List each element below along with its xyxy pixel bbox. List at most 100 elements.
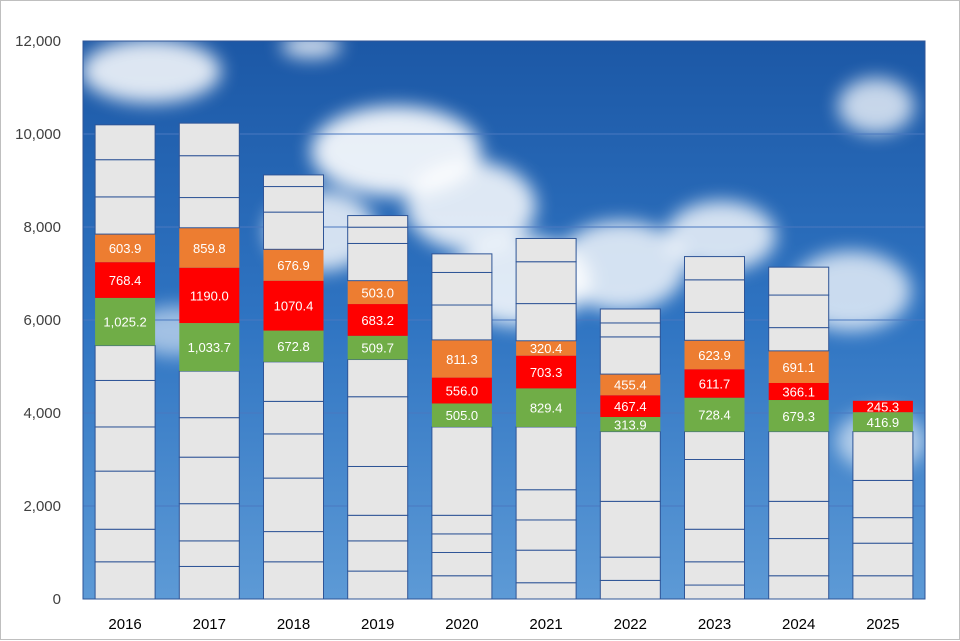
- grey-segment: [684, 459, 745, 530]
- orange-data-label: 811.3: [446, 352, 478, 367]
- green-data-label: 1,025.2: [103, 315, 146, 330]
- orange-segment: [431, 339, 492, 378]
- y-tick-label: 8,000: [23, 219, 61, 236]
- red-data-label: 683.2: [361, 313, 394, 328]
- grey-segment: [94, 470, 156, 530]
- grey-segment: [768, 431, 830, 502]
- red-data-label: 556.0: [446, 384, 479, 399]
- bar-2023: 728.4 611.7 623.9: [684, 256, 745, 600]
- x-tick-label: 2019: [361, 616, 394, 633]
- orange-data-label: 455.4: [614, 378, 647, 393]
- grey-segment: [178, 370, 240, 419]
- orange-data-label: 859.8: [193, 241, 226, 256]
- red-data-label: 611.7: [699, 377, 731, 392]
- bar-2024: 679.3 366.1 691.1: [768, 266, 830, 600]
- orange-segment: [768, 350, 829, 383]
- x-tick-label: 2017: [193, 616, 226, 633]
- grey-segment: [768, 327, 830, 352]
- grey-segment: [599, 500, 661, 558]
- bar-2018: 672.8 1070.4 676.9: [263, 174, 324, 600]
- orange-segment: [347, 280, 408, 305]
- grey-segment: [431, 271, 493, 306]
- grey-segment: [178, 565, 240, 600]
- green-data-label: 509.7: [361, 341, 394, 356]
- orange-segment: [179, 227, 240, 268]
- x-axis: 2016 2017 2018 2019 2020 2021 2022 2023 2024 2025: [108, 616, 899, 633]
- orange-data-label: 503.0: [361, 285, 394, 300]
- y-axis: 0 2,000 4,000 6,000 8,000 10,000 12,000: [15, 33, 61, 608]
- orange-segment: [263, 249, 324, 281]
- grey-segment: [347, 540, 409, 572]
- x-tick-label: 2021: [529, 616, 562, 633]
- x-tick-label: 2020: [445, 616, 478, 633]
- grey-segment: [431, 552, 493, 577]
- red-segment: [431, 377, 492, 404]
- grey-segment: [768, 294, 830, 329]
- bar-2017: 1,033.7 1190.0 859.8: [178, 122, 240, 600]
- y-tick-label: 10,000: [15, 126, 61, 143]
- red-data-label: 768.4: [109, 273, 142, 288]
- grey-segment: [684, 256, 745, 281]
- grey-segment: [347, 242, 409, 282]
- green-segment: [431, 403, 492, 427]
- grey-segment: [263, 174, 324, 188]
- grey-segment: [347, 226, 409, 244]
- grey-segment: [178, 540, 240, 567]
- y-tick-label: 0: [53, 591, 61, 608]
- grey-segment: [684, 311, 745, 341]
- grey-segment: [515, 489, 577, 521]
- grey-segment: [347, 215, 409, 228]
- red-data-label: 366.1: [782, 385, 815, 400]
- red-segment: [768, 382, 829, 401]
- y-tick-label: 12,000: [15, 33, 61, 50]
- grey-segment: [263, 400, 324, 435]
- grey-segment: [431, 575, 493, 600]
- orange-data-label: 603.9: [109, 241, 142, 256]
- grey-segment: [599, 308, 661, 324]
- grey-segment: [431, 304, 493, 341]
- grey-segment: [515, 549, 577, 584]
- green-segment: [684, 397, 745, 432]
- grey-segment: [263, 361, 324, 402]
- red-segment: [95, 262, 156, 298]
- grey-segment: [768, 538, 830, 577]
- grey-segment: [515, 303, 577, 342]
- green-segment: [263, 330, 324, 362]
- green-segment: [95, 297, 156, 346]
- grey-segment: [94, 561, 156, 600]
- grey-segment: [263, 433, 324, 479]
- grey-segment: [347, 570, 409, 600]
- green-data-label: 313.9: [614, 417, 647, 432]
- y-tick-label: 6,000: [23, 312, 61, 329]
- grey-segment: [178, 155, 240, 199]
- grey-segment: [599, 336, 661, 375]
- grey-segment: [599, 579, 661, 600]
- grey-segment: [431, 514, 493, 535]
- grey-segment: [599, 556, 661, 581]
- x-tick-label: 2018: [277, 616, 310, 633]
- grey-segment: [684, 561, 745, 586]
- plot-border: [82, 40, 926, 600]
- bar-2016: 1,025.2 768.4 603.9: [94, 124, 156, 600]
- grey-segment: [178, 197, 240, 229]
- grey-segment: [768, 500, 830, 540]
- grey-segment: [94, 124, 156, 161]
- grey-segment: [515, 582, 577, 600]
- x-tick-label: 2024: [782, 616, 815, 633]
- x-tick-label: 2025: [866, 616, 899, 633]
- green-data-label: 829.4: [530, 401, 563, 416]
- green-segment: [600, 417, 661, 432]
- grey-segment: [684, 584, 745, 600]
- green-segment: [768, 400, 829, 432]
- grey-segment: [347, 514, 409, 542]
- grey-segment: [263, 531, 324, 563]
- y-tick-label: 2,000: [23, 498, 61, 515]
- red-segment: [179, 267, 240, 324]
- bars: 1,025.2 768.4 603.9 1,033.7 1190.0 859.8 672.8…: [94, 122, 914, 600]
- red-segment: [263, 280, 324, 331]
- grey-segment: [94, 528, 156, 563]
- green-data-label: 728.4: [698, 408, 731, 423]
- green-data-label: 672.8: [277, 339, 310, 354]
- bar-2021: 829.4 703.3 320.4: [515, 237, 577, 600]
